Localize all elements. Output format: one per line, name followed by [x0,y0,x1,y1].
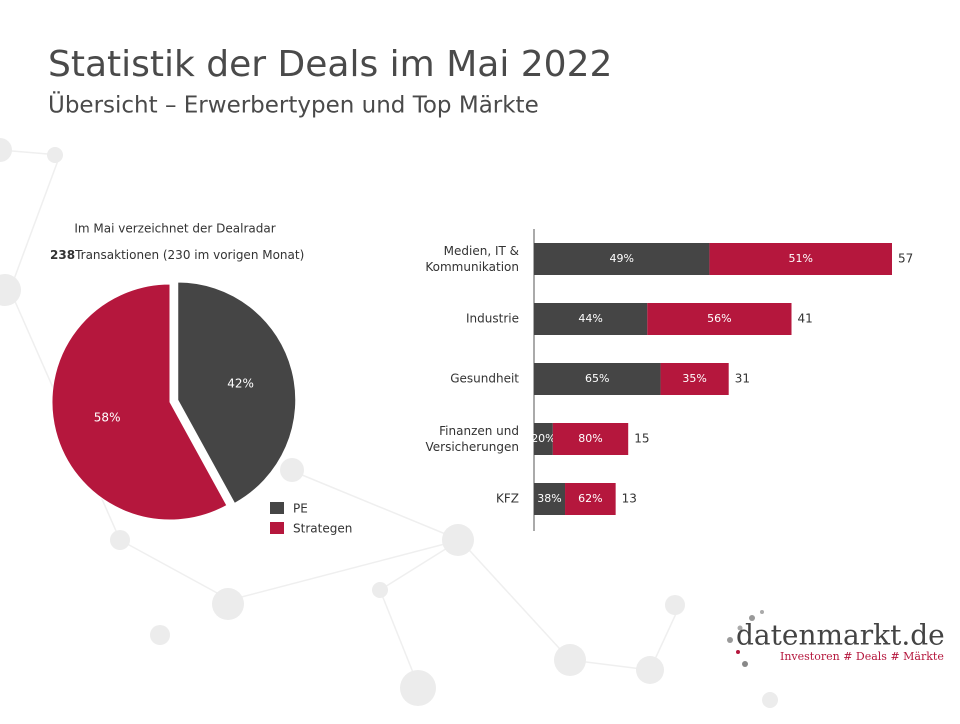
bar-segment [534,363,661,395]
legend-swatch [270,522,284,534]
logo-tagline: Investoren # Deals # Märkte [780,650,944,663]
legend-label: PE [293,502,308,516]
annotation: 238Transaktionen (230 im vorigen Monat) [50,248,304,262]
category-label: Gesundheit [450,372,519,386]
total-label: 57 [898,252,913,266]
logo: datenmarkt.de Investoren # Deals # Märkt… [727,610,945,667]
bar-segment [660,363,729,395]
total-label: 15 [634,432,649,446]
segment-label: 62% [578,492,602,505]
count: 238 [50,248,75,262]
segment-label: 35% [682,372,706,385]
segment-label: 65% [585,372,609,385]
bar-segment [534,483,566,515]
count-text: Transaktionen (230 im vorigen Monat) [74,248,304,262]
logo-name: datenmarkt.de [736,619,945,652]
category-label: Medien, IT & Kommunikation [425,244,519,274]
subtitle: Übersicht – Erwerbertypen und Top Märkte [48,91,539,119]
total-label: 41 [798,312,813,326]
legend-label: Strategen [293,522,352,536]
bar-segment [552,423,629,455]
bar-segment [565,483,616,515]
segment-label: 80% [578,432,602,445]
total-label: 31 [735,372,750,386]
slice-label: 58% [94,411,121,425]
category-label: Industrie [466,312,519,326]
segment-label: 49% [609,252,633,265]
bar-segment [647,303,792,335]
segment-label: 56% [707,312,731,325]
bar-segment [709,243,892,275]
segment-label: 44% [578,312,602,325]
bar-segment [534,423,553,455]
category-label: KFZ [496,492,519,506]
category-label: Finanzen und Versicherungen [425,424,519,454]
slice-label: 42% [227,376,254,390]
annotation: Im Mai verzeichnet der Dealradar [74,222,275,236]
bar-segment [534,243,710,275]
legend-swatch [270,502,284,514]
bar-segment [534,303,648,335]
total-label: 13 [622,492,637,506]
background-network [0,138,778,708]
title: Statistik der Deals im Mai 2022 [48,44,612,85]
pie-slice [51,283,228,521]
pie-slice [177,281,297,505]
segment-label: 51% [788,252,812,265]
segment-label: 38% [537,492,561,505]
segment-label: 20% [531,432,555,445]
